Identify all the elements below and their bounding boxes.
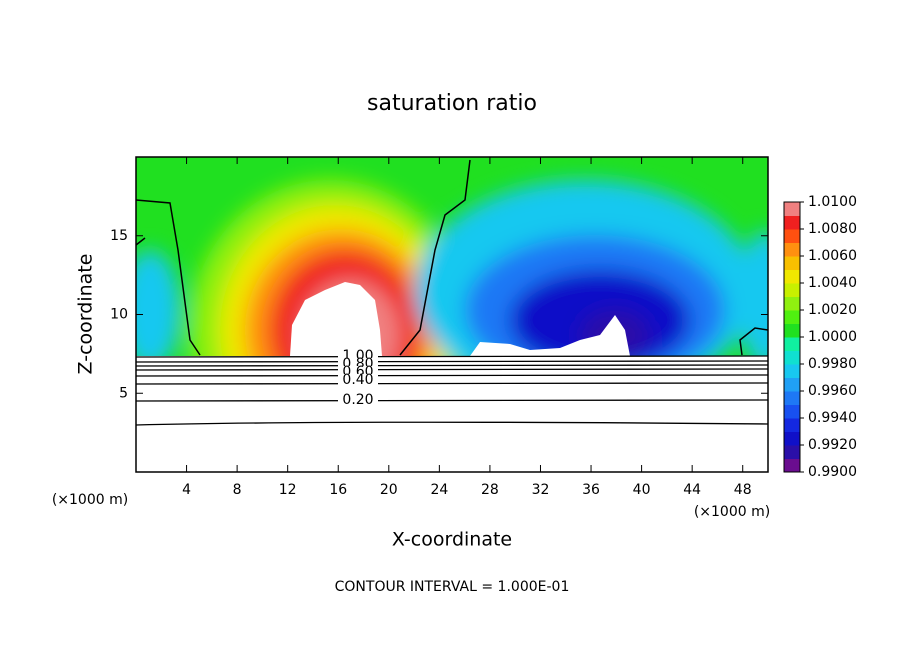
x-tick-label: 40 [633, 482, 651, 498]
x-tick-label: 20 [380, 482, 398, 498]
colorbar-band [784, 337, 800, 351]
colorbar-tick-label: 1.0020 [808, 302, 857, 318]
y-tick-label: 5 [119, 385, 128, 401]
contour-label-bg [338, 394, 378, 406]
colorbar-band [784, 350, 800, 365]
colorbar-band [784, 202, 800, 216]
y-tick-label: 15 [110, 228, 128, 244]
colorbar-band [784, 229, 800, 243]
colorbar-tick-label: 0.9920 [808, 437, 857, 453]
colorbar-tick-label: 0.9900 [808, 464, 857, 480]
colorbar-tick-label: 1.0060 [808, 248, 857, 264]
x-tick-label: 32 [532, 482, 550, 498]
colorbar-band [784, 269, 800, 284]
contour-label-bg [338, 374, 378, 386]
colorbar-band [784, 296, 800, 311]
colorbar-band [784, 310, 800, 324]
colorbar-tick-label: 1.0040 [808, 275, 857, 291]
colorbar-tick-label: 1.0080 [808, 221, 857, 237]
x-tick-label: 16 [329, 482, 347, 498]
footer-note: CONTOUR INTERVAL = 1.000E-01 [335, 579, 570, 595]
colorbar-tick-label: 0.9940 [808, 410, 857, 426]
colorbar-band [784, 391, 800, 405]
colorbar-band [784, 323, 800, 338]
x-tick-label: 24 [430, 482, 448, 498]
colorbar-band [784, 431, 800, 446]
x-unit-label: (×1000 m) [52, 492, 128, 508]
colorbar-band [784, 215, 800, 230]
x-tick-label: 48 [734, 482, 752, 498]
x-unit-label: (×1000 m) [694, 504, 770, 520]
colorbar-band [784, 404, 800, 419]
colorbar-tick-label: 1.0000 [808, 329, 857, 345]
colorbar-band [784, 458, 800, 473]
x-tick-label: 36 [582, 482, 600, 498]
x-tick-label: 44 [683, 482, 701, 498]
contour-label: 0.40 [342, 372, 373, 388]
colorbar-tick-label: 0.9960 [808, 383, 857, 399]
field [136, 157, 768, 472]
colorbar-tick-label: 1.0100 [808, 194, 857, 210]
chart-title: saturation ratio [367, 91, 537, 116]
y-tick-label: 10 [110, 307, 128, 323]
colorbar-band [784, 377, 800, 392]
colorbar-tick-label: 0.9980 [808, 356, 857, 372]
colorbar-band [784, 418, 800, 432]
colorbar-band [784, 364, 800, 378]
x-tick-label: 28 [481, 482, 499, 498]
x-tick-label: 8 [233, 482, 242, 498]
x-axis-label: X-coordinate [392, 529, 512, 551]
y-axis-label: Z-coordinate [75, 254, 97, 375]
x-tick-label: 4 [182, 482, 191, 498]
colorbar-band [784, 445, 800, 459]
colorbar-band [784, 256, 800, 270]
colorbar-band [784, 283, 800, 297]
x-tick-label: 12 [279, 482, 297, 498]
colorbar-band [784, 242, 800, 257]
contour-label: 0.20 [342, 392, 373, 408]
